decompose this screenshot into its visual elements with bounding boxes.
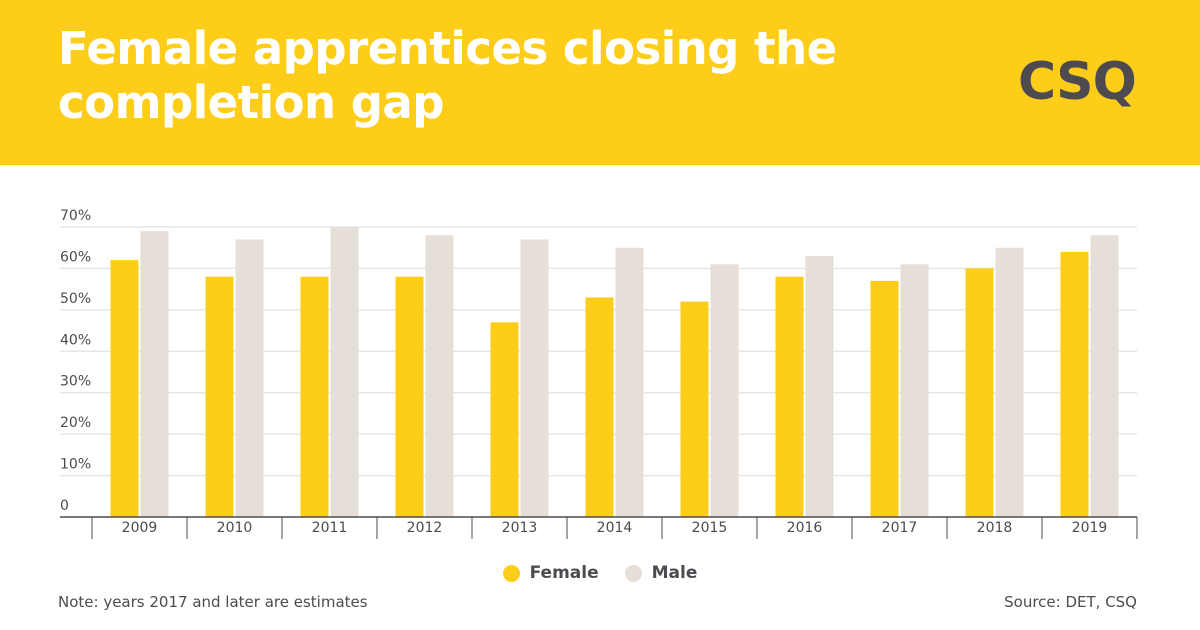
legend-item-female: Female xyxy=(502,563,599,583)
footnote: Note: years 2017 and later are estimates xyxy=(58,593,368,611)
bar-female xyxy=(1060,251,1089,517)
legend-swatch-male xyxy=(624,564,642,582)
bar-female xyxy=(585,297,614,517)
bar-female xyxy=(965,268,994,517)
bar-male xyxy=(235,239,264,517)
bar-male xyxy=(710,264,739,517)
bar-female xyxy=(300,276,329,517)
y-tick-label: 40% xyxy=(60,332,91,348)
bar-female xyxy=(680,301,709,517)
y-tick-label: 70% xyxy=(60,208,91,224)
bar-female xyxy=(395,276,424,517)
header-banner: Female apprentices closing the completio… xyxy=(0,0,1200,165)
x-tick-label: 2009 xyxy=(122,520,158,536)
legend-label-male: Male xyxy=(651,563,698,583)
x-tick-label: 2015 xyxy=(692,520,728,536)
y-tick-label: 50% xyxy=(60,291,91,307)
legend-swatch-female xyxy=(502,564,520,582)
x-tick-label: 2017 xyxy=(882,520,918,536)
y-tick-label: 20% xyxy=(60,415,91,431)
bar-male xyxy=(425,235,454,518)
bar-female xyxy=(205,276,234,517)
bar-male xyxy=(140,231,169,517)
x-tick-label: 2014 xyxy=(597,520,633,536)
x-tick-label: 2013 xyxy=(502,520,538,536)
bar-female xyxy=(490,322,519,517)
csq-logo: CSQ xyxy=(1018,52,1137,112)
legend: Female Male xyxy=(0,563,1200,583)
bar-male xyxy=(615,247,644,517)
bar-female xyxy=(110,260,139,517)
chart-title: Female apprentices closing the completio… xyxy=(58,22,837,129)
bar-male xyxy=(330,227,359,517)
bar-male xyxy=(520,239,549,517)
x-tick-label: 2019 xyxy=(1072,520,1108,536)
legend-label-female: Female xyxy=(529,563,599,583)
source-note: Source: DET, CSQ xyxy=(1004,593,1137,611)
x-tick-label: 2010 xyxy=(217,520,253,536)
y-tick-label: 60% xyxy=(60,249,91,265)
bar-female xyxy=(870,280,899,517)
bar-female xyxy=(775,276,804,517)
y-tick-label: 30% xyxy=(60,374,91,390)
x-tick-label: 2012 xyxy=(407,520,443,536)
bar-male xyxy=(1090,235,1119,518)
x-tick-label: 2016 xyxy=(787,520,823,536)
y-tick-label: 10% xyxy=(60,457,91,473)
y-tick-label: 0 xyxy=(60,498,69,514)
x-tick-label: 2018 xyxy=(977,520,1013,536)
bar-male xyxy=(900,264,929,517)
bar-male xyxy=(805,256,834,517)
x-tick-label: 2011 xyxy=(312,520,348,536)
bar-male xyxy=(995,247,1024,517)
legend-item-male: Male xyxy=(624,563,698,583)
